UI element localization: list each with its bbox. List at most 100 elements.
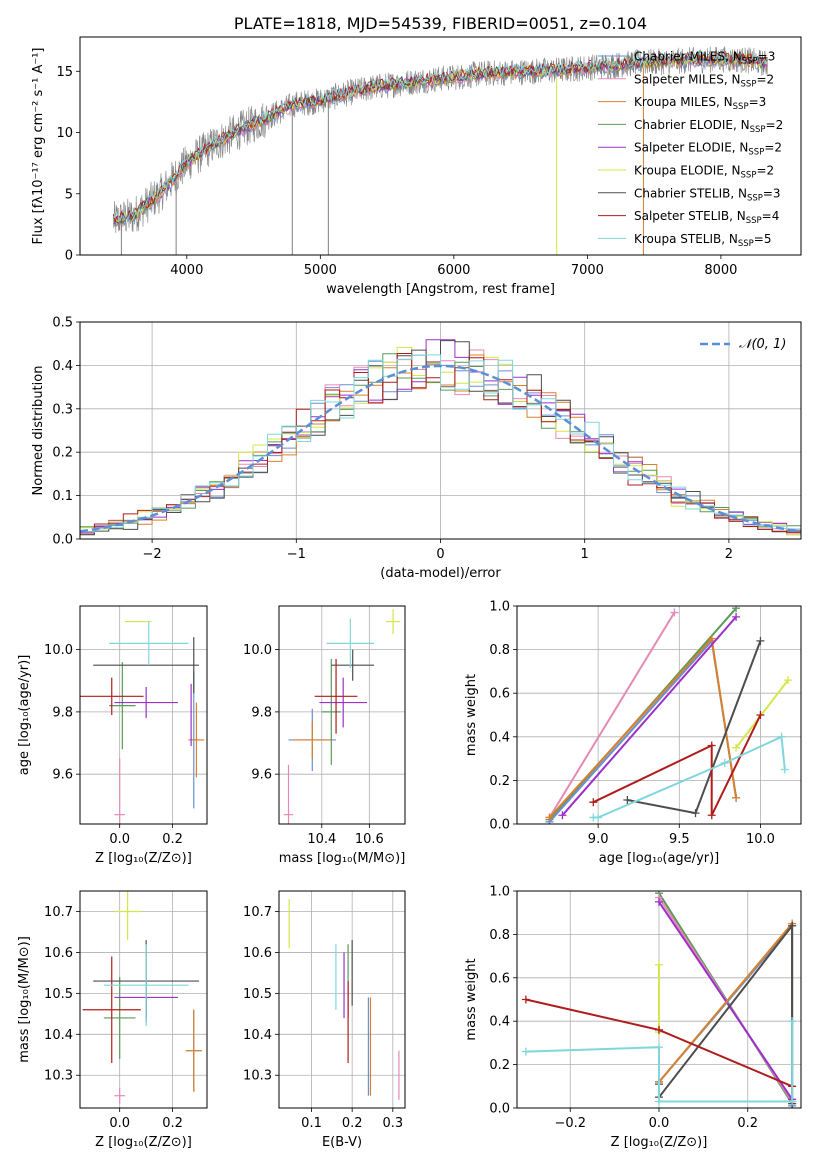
y-tick-label: 10.3 [44, 1069, 73, 1084]
y-axis-label: Normed distribution [31, 366, 46, 496]
legend-label: Kroupa STELIB, NSSP=5 [634, 232, 772, 249]
panel-ebv-mass: 0.1 0.2 0.3 10.3 10.4 10.5 10.6 10.7 E(B-V) [243, 890, 406, 1150]
x-tick-label: 0.0 [109, 1116, 130, 1131]
x-tick-label: 0.0 [649, 1116, 670, 1131]
weight-marker [756, 636, 765, 645]
plot-area [288, 899, 400, 1100]
y-tick-label: 10.7 [243, 905, 272, 920]
y-tick-label: 10.0 [243, 643, 272, 658]
weight-line [593, 735, 786, 819]
x-tick-label: 1 [581, 547, 589, 562]
y-tick-label: 0.6 [489, 971, 510, 986]
x-axis-label: age [log₁₀(age/yr)] [599, 851, 720, 866]
x-tick-label: 9.5 [669, 832, 690, 847]
legend-text: Salpeter MILES, N [634, 72, 741, 86]
x-tick-label: 5000 [304, 263, 337, 278]
histogram-step [80, 354, 801, 533]
weight-line [548, 638, 738, 823]
plot-area [82, 891, 202, 1104]
legend-tail: =2 [756, 164, 774, 178]
weight-marker [655, 897, 663, 906]
data-spectrum-line [113, 46, 768, 235]
y-axis-label: mass [log₁₀(M/M⊙)] [17, 936, 32, 1063]
x-tick-label: −0.2 [554, 1116, 586, 1131]
weight-marker [521, 1047, 530, 1056]
y-tick-label: 0.2 [489, 1058, 510, 1073]
legend-tail: =4 [762, 209, 780, 223]
y-tick-label: 10.6 [44, 946, 73, 961]
legend-text: Kroupa ELODIE, N [634, 164, 741, 178]
y-tick-label: 10 [56, 126, 73, 141]
x-tick-label: 9.0 [588, 832, 609, 847]
y-tick-label: 10.5 [243, 987, 272, 1002]
weight-marker [589, 798, 598, 807]
x-tick-label: 0.3 [382, 1116, 403, 1131]
legend-sub: SSP [741, 171, 757, 181]
x-tick-label: −2 [143, 547, 162, 562]
y-tick-label: 10.4 [44, 1028, 73, 1043]
y-tick-label: 9.8 [52, 705, 73, 720]
y-tick-label: 0.2 [489, 774, 510, 789]
weight-marker [732, 606, 741, 613]
x-tick-label: 10.6 [355, 832, 384, 847]
axes-frame [278, 890, 406, 1109]
weight-line [658, 901, 793, 1100]
y-tick-label: 15 [56, 65, 73, 80]
weight-marker [670, 608, 679, 617]
weight-marker [756, 711, 765, 719]
x-axis-label: Z [log₁₀(Z/Z⊙)] [95, 1135, 192, 1150]
model-line [113, 54, 768, 226]
legend-sub: SSP [748, 148, 764, 158]
x-tick-label: 10.4 [307, 832, 336, 847]
x-tick-label: 10.0 [746, 832, 775, 847]
weight-line [735, 679, 789, 749]
x-tick-label: 0.2 [342, 1116, 363, 1131]
legend-label: Kroupa MILES, NSSP=3 [634, 95, 766, 112]
axes-frame [278, 605, 406, 825]
y-tick-label: 0.8 [489, 928, 510, 943]
weight-line [592, 714, 762, 816]
weight-marker [784, 676, 793, 685]
y-tick-label: 9.6 [52, 768, 73, 783]
legend-tail: =2 [764, 141, 782, 155]
weight-line [548, 611, 676, 819]
weight-line [561, 616, 737, 816]
legend-label: Chabrier STELIB, NSSP=3 [634, 186, 781, 203]
legend-tail: =2 [766, 118, 784, 132]
weight-marker [655, 1043, 663, 1052]
y-tick-label: 0 [65, 249, 73, 264]
y-tick-label: 10.0 [44, 643, 73, 658]
weight-marker [732, 743, 741, 752]
panel-z-mass: 0.0 0.2 10.3 10.4 10.5 10.6 10.7 Z [log₁₀(Z/Z⊙)… [17, 890, 208, 1150]
weight-marker [707, 741, 716, 750]
x-axis-label: wavelength [Angstrom, rest frame] [326, 282, 555, 297]
weight-marker [732, 612, 741, 621]
y-tick-label: 0.4 [489, 730, 510, 745]
y-tick-label: 0.0 [489, 818, 510, 833]
legend-sub: SSP [741, 79, 757, 89]
y-tick-label: 0.0 [52, 533, 73, 548]
legend-sub: SSP [750, 125, 766, 135]
weight-marker [558, 811, 567, 820]
normal-curve [80, 364, 801, 533]
legend-text: Salpeter STELIB, N [634, 209, 746, 223]
weight-marker [780, 765, 789, 774]
y-tick-label: 9.8 [251, 705, 272, 720]
y-tick-label: 0.1 [52, 489, 73, 504]
y-tick-label: 0.2 [52, 446, 73, 461]
plot-area [545, 606, 793, 824]
plot-area [113, 46, 768, 255]
x-axis-label: Z [log₁₀(Z/Z⊙)] [611, 1135, 708, 1150]
y-axis-label: mass weight [464, 958, 479, 1040]
y-tick-label: 5 [65, 187, 73, 202]
panel-z-age: 0.0 0.2 9.6 9.8 10.0 Z [log₁₀(Z/Z⊙)] age [log₁… [17, 605, 208, 866]
y-tick-label: 10.5 [44, 987, 73, 1002]
legend-text: Kroupa STELIB, N [634, 232, 738, 246]
legend-sub: SSP [738, 239, 754, 249]
x-tick-label: 0.1 [301, 1116, 322, 1131]
weight-marker [777, 732, 786, 741]
y-tick-label: 10.4 [243, 1028, 272, 1043]
axes-frame [516, 605, 802, 825]
legend-label: Kroupa ELODIE, NSSP=2 [634, 164, 774, 181]
axes-frame [79, 890, 208, 1109]
